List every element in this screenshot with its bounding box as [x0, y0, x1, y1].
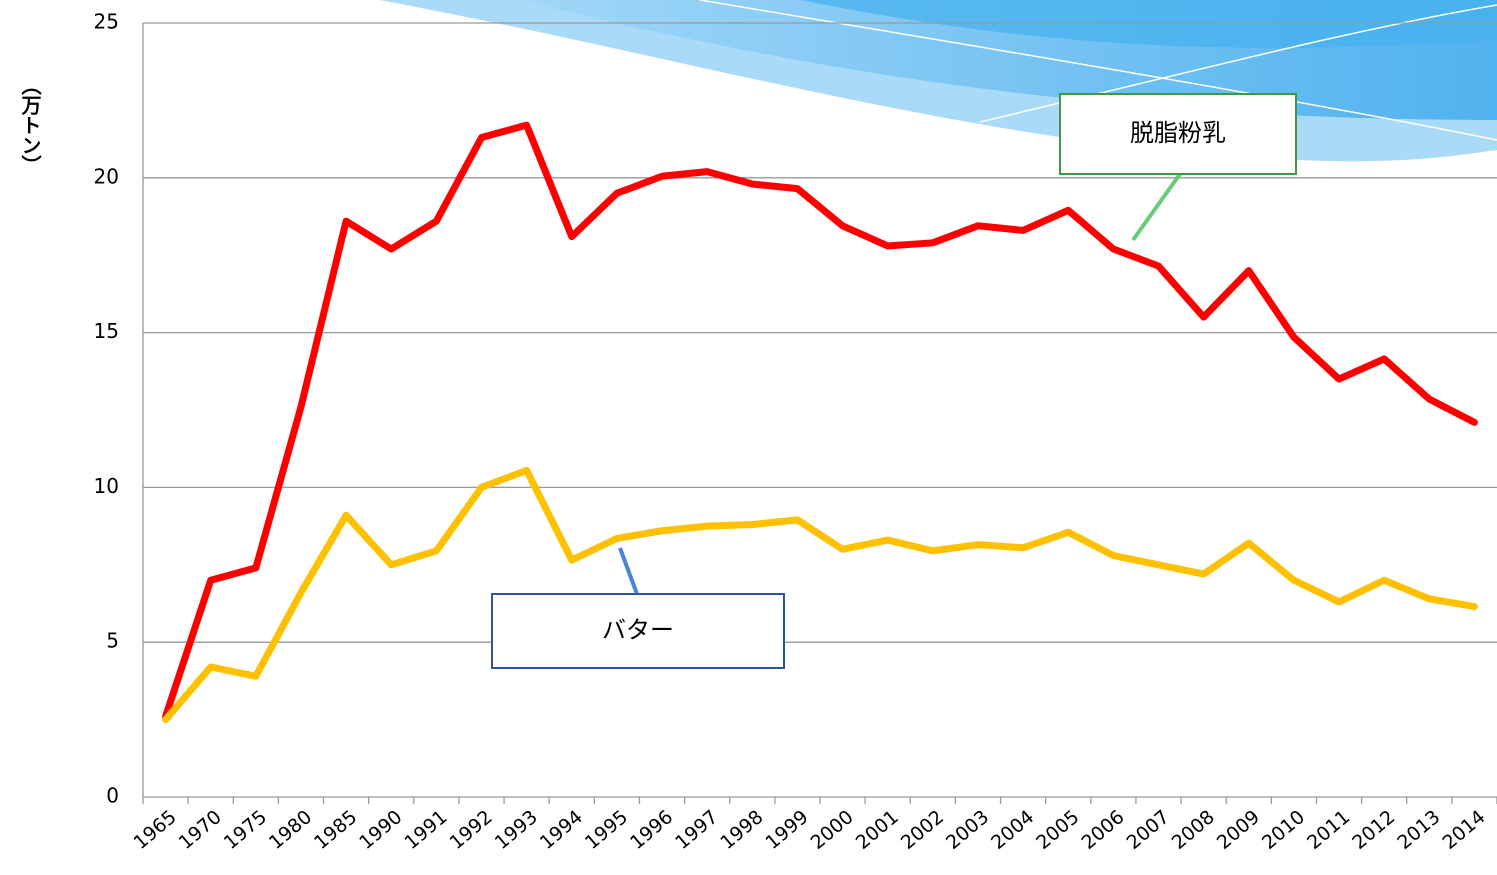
x-tick-label: 1995 — [581, 806, 632, 854]
series-line — [162, 466, 1478, 724]
x-tick-label: 2000 — [807, 806, 858, 854]
x-tick-label: 1993 — [491, 806, 542, 854]
x-tick-label: 1992 — [446, 806, 497, 854]
decoration — [380, 0, 1497, 162]
x-tick-label: 1996 — [626, 806, 677, 854]
x-tick-label: 2013 — [1393, 806, 1444, 854]
x-tick-label: 2005 — [1032, 806, 1083, 854]
callout-leader — [618, 547, 639, 595]
x-tick-label: 2004 — [987, 806, 1038, 854]
legend-label: 脱脂粉乳 — [1130, 119, 1226, 147]
x-tick-label: 2001 — [852, 806, 903, 854]
x-tick-label: 1985 — [310, 806, 361, 854]
x-tick-label: 2009 — [1213, 806, 1264, 854]
x-tick-label: 2011 — [1303, 806, 1354, 854]
x-tick-label: 1970 — [175, 806, 226, 854]
x-tick-label: 1999 — [761, 806, 812, 854]
x-tick-label: 2008 — [1168, 806, 1219, 854]
series-line — [162, 121, 1478, 721]
x-tick-label: 2002 — [897, 806, 948, 854]
x-tick-label: 2012 — [1348, 806, 1399, 854]
x-tick-label: 1994 — [536, 806, 587, 854]
x-tick-label: 1975 — [220, 806, 271, 854]
x-tick-label: 1990 — [355, 806, 406, 854]
x-tick-label: 2010 — [1258, 806, 1309, 854]
x-tick-label: 2006 — [1077, 806, 1128, 854]
y-tick-label: 0 — [106, 784, 119, 808]
x-tick-label: 2014 — [1438, 806, 1489, 854]
x-tick-label: 1998 — [716, 806, 767, 854]
y-tick-label: 15 — [94, 319, 119, 343]
y-tick-label: 20 — [94, 164, 119, 188]
y-tick-label: 5 — [106, 629, 119, 653]
callout-leader — [1131, 172, 1182, 242]
x-tick-label: 1997 — [671, 806, 722, 854]
x-tick-label: 2007 — [1123, 806, 1174, 854]
y-tick-label: 10 — [94, 474, 119, 498]
callout-box — [491, 593, 785, 669]
x-tick-label: 1980 — [265, 806, 316, 854]
callout-box — [1059, 93, 1297, 175]
legend-label: バター — [602, 616, 674, 644]
x-tick-label: 1965 — [130, 806, 181, 854]
x-tick-label: 1991 — [400, 806, 451, 854]
y-axis-label: （万トン） — [18, 75, 42, 175]
x-tick-label: 2003 — [942, 806, 993, 854]
y-tick-label: 25 — [94, 10, 119, 34]
